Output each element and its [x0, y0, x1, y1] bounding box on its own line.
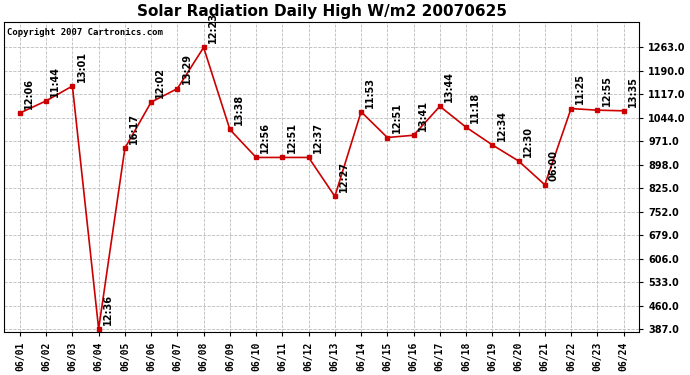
Title: Solar Radiation Daily High W/m2 20070625: Solar Radiation Daily High W/m2 20070625 — [137, 4, 506, 19]
Text: 12:51: 12:51 — [391, 102, 402, 134]
Text: 12:23: 12:23 — [208, 12, 218, 43]
Text: 11:25: 11:25 — [575, 74, 585, 104]
Text: 12:02: 12:02 — [155, 67, 166, 98]
Text: 13:44: 13:44 — [444, 71, 454, 102]
Text: 12:55: 12:55 — [602, 75, 611, 106]
Text: 12:51: 12:51 — [286, 122, 297, 153]
Text: 11:44: 11:44 — [50, 66, 60, 97]
Text: 11:18: 11:18 — [471, 92, 480, 123]
Text: 13:01: 13:01 — [77, 51, 86, 82]
Text: 13:29: 13:29 — [181, 54, 192, 84]
Text: 13:41: 13:41 — [417, 100, 428, 131]
Text: 13:38: 13:38 — [234, 94, 244, 125]
Text: Copyright 2007 Cartronics.com: Copyright 2007 Cartronics.com — [8, 28, 164, 37]
Text: 12:37: 12:37 — [313, 122, 323, 153]
Text: 13:35: 13:35 — [628, 76, 638, 106]
Text: 12:34: 12:34 — [497, 110, 506, 141]
Text: 12:27: 12:27 — [339, 161, 349, 192]
Text: 16:17: 16:17 — [129, 113, 139, 144]
Text: 12:36: 12:36 — [103, 294, 113, 325]
Text: 12:06: 12:06 — [24, 78, 34, 109]
Text: 11:53: 11:53 — [365, 76, 375, 108]
Text: 06:00: 06:00 — [549, 150, 559, 181]
Text: 12:30: 12:30 — [523, 126, 533, 157]
Text: 12:56: 12:56 — [260, 122, 270, 153]
